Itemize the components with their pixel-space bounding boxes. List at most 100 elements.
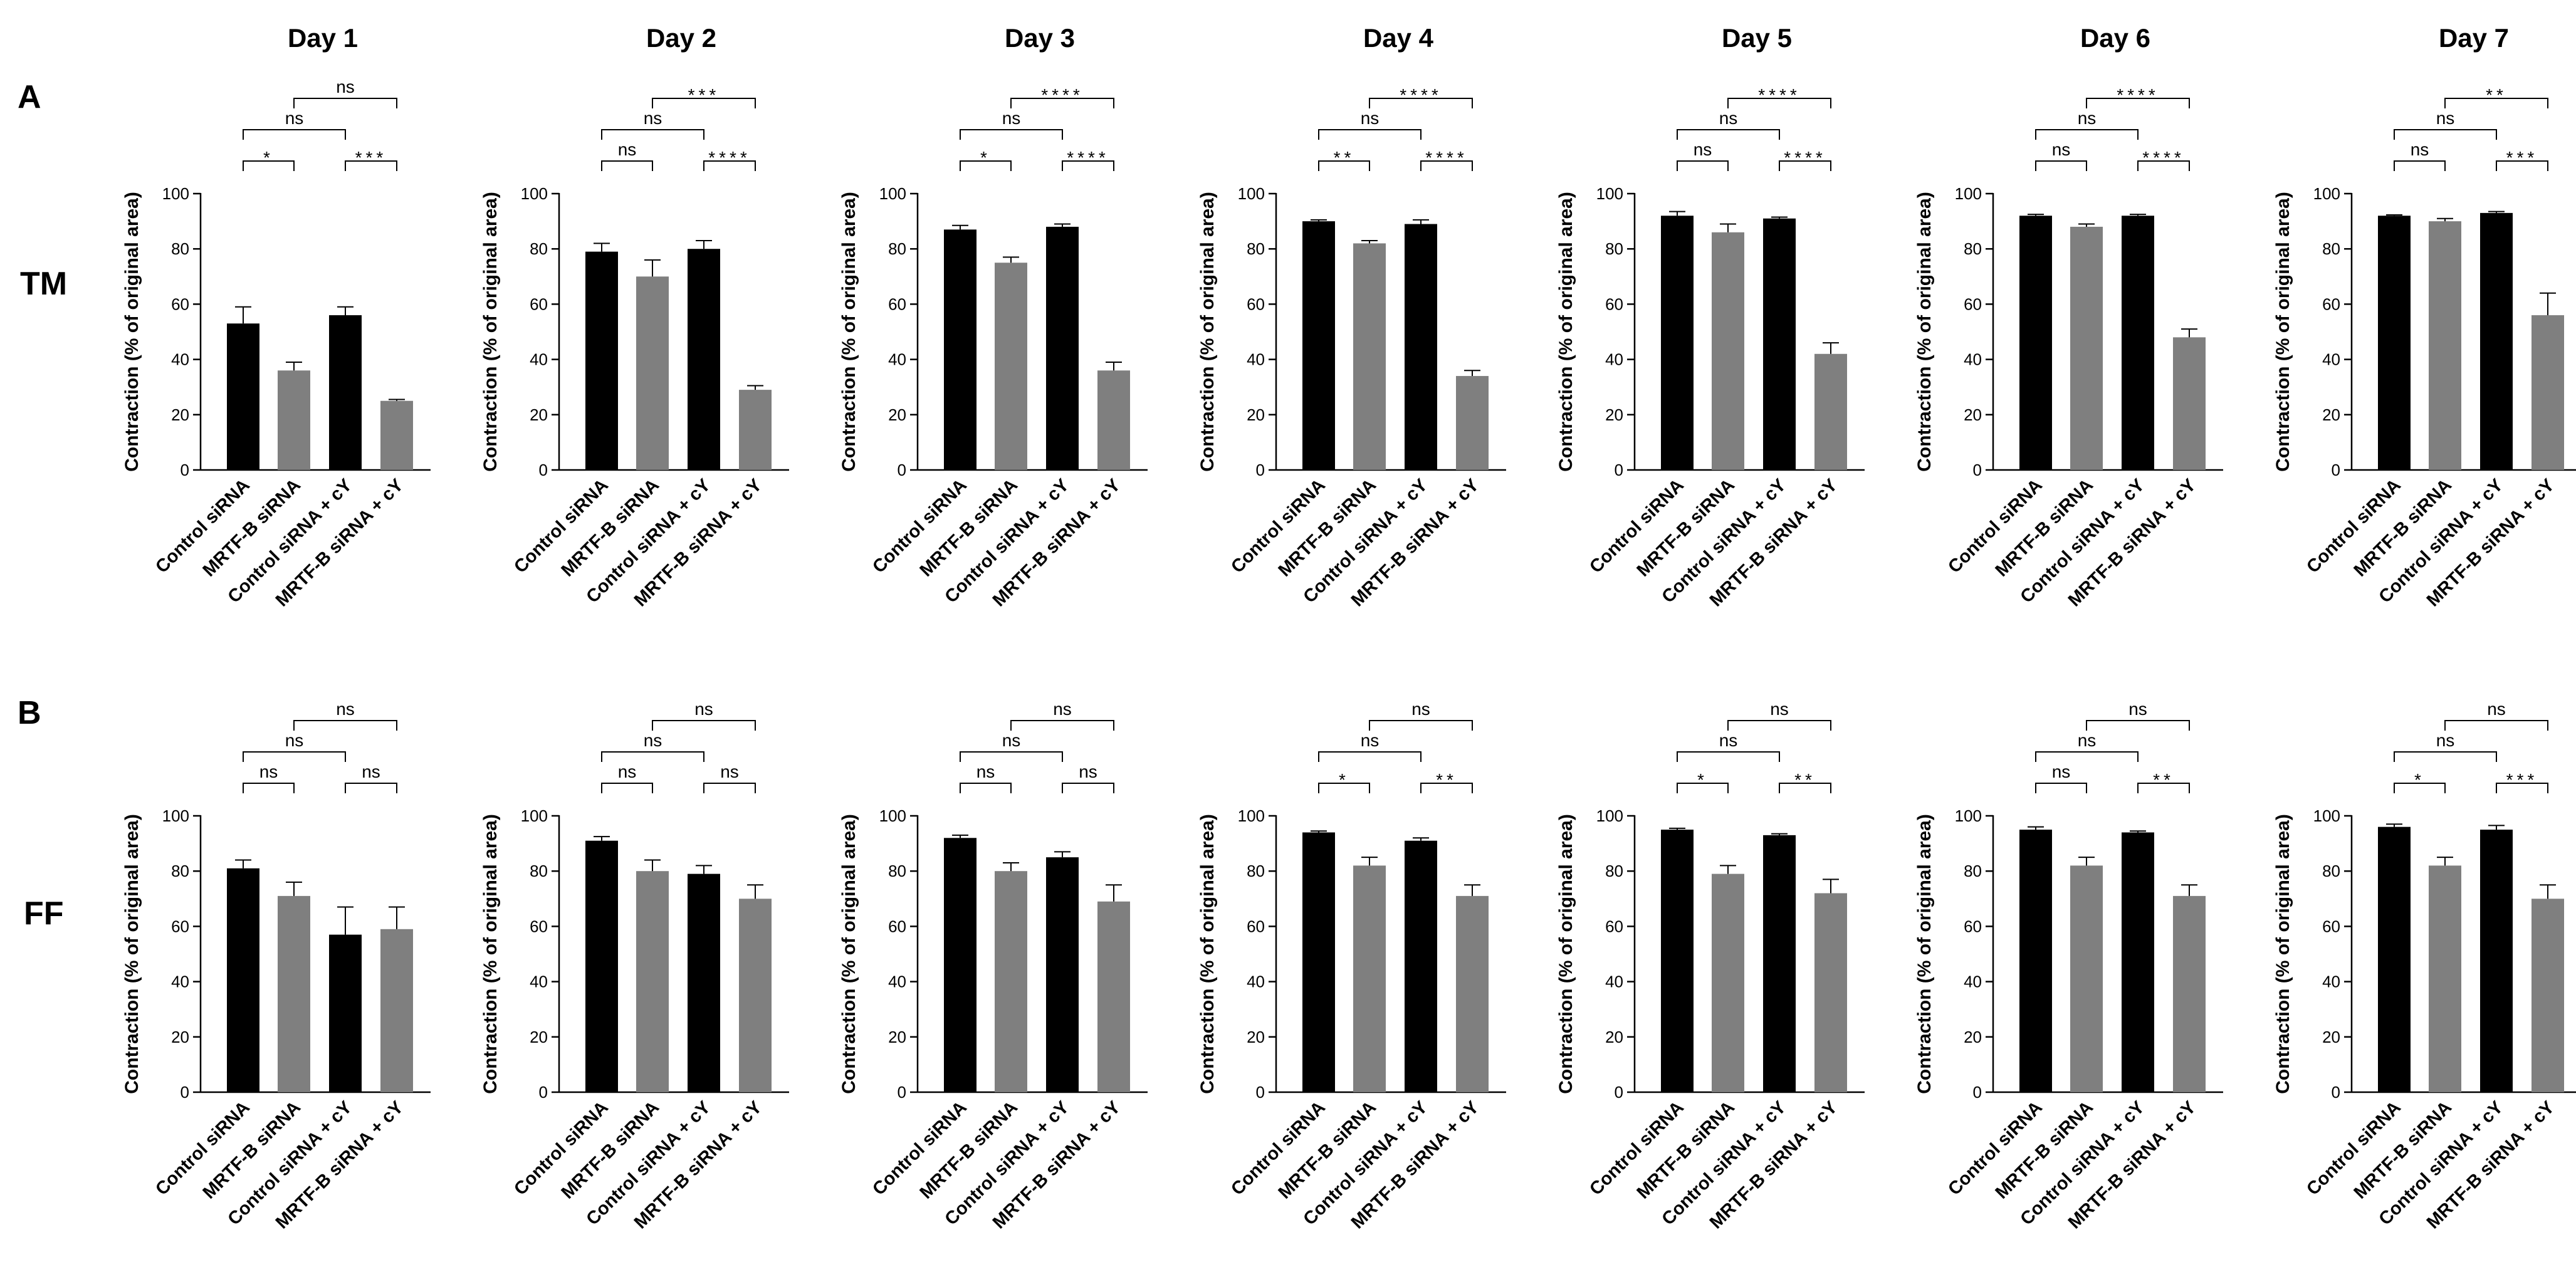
- bar: [1712, 232, 1744, 470]
- bar: [2173, 895, 2206, 1092]
- y-tick-label: 100: [162, 806, 189, 825]
- sig-bracket: [703, 160, 756, 171]
- y-tick-label: 80: [530, 239, 548, 258]
- y-tick-label: 0: [539, 1083, 548, 1102]
- sig-bracket: [2496, 160, 2548, 171]
- sig-bracket: [2035, 783, 2087, 793]
- y-tick-label: 40: [171, 972, 189, 991]
- sig-bracket: [293, 98, 397, 108]
- sig-bracket: [2086, 98, 2190, 108]
- sig-label: ns: [1719, 731, 1738, 750]
- sig-label: ns: [1770, 699, 1789, 719]
- y-tick-label: 40: [530, 972, 548, 991]
- sig-label: ns: [644, 108, 662, 128]
- y-tick-label: 60: [888, 295, 906, 313]
- sig-label: ns: [1361, 108, 1380, 128]
- sig-label: ***: [688, 85, 720, 105]
- sig-label: ns: [2436, 108, 2455, 128]
- day-title: Day 3: [1005, 23, 1075, 53]
- x-category-label: Control siRNA: [1227, 475, 1329, 577]
- y-tick-label: 0: [898, 461, 906, 479]
- sig-label: ***: [2506, 148, 2538, 167]
- panel-labels: A TM B FF: [18, 79, 67, 932]
- y-tick-label: 80: [530, 862, 548, 880]
- sig-bracket: [960, 129, 1063, 140]
- sig-label: ns: [644, 731, 662, 750]
- bar: [1661, 830, 1694, 1092]
- sig-bracket: [2444, 98, 2548, 108]
- y-tick-label: 0: [2332, 461, 2340, 479]
- sig-label: ns: [618, 762, 637, 781]
- sig-label: ns: [2078, 731, 2097, 750]
- y-tick-label: 0: [1256, 461, 1265, 479]
- bar: [2531, 315, 2564, 470]
- sig-label: ns: [1002, 731, 1021, 750]
- sig-bracket: [1677, 129, 1780, 140]
- sig-label: ****: [1041, 85, 1084, 105]
- y-tick-label: 80: [2322, 239, 2340, 258]
- y-tick-label: 80: [1605, 239, 1623, 258]
- sig-label: ns: [2436, 731, 2455, 750]
- bar: [2480, 830, 2513, 1092]
- sig-bracket: [2394, 160, 2446, 171]
- bar: [1814, 893, 1847, 1092]
- sig-label: *: [263, 148, 274, 167]
- charts: 0 20 40 60 80 100 Contraction (% of original a…: [122, 77, 2576, 1233]
- sig-label: ***: [2506, 770, 2538, 790]
- sig-bracket: [1369, 720, 1473, 731]
- day-title: Day 6: [2080, 23, 2150, 53]
- sig-bracket: [1677, 751, 1780, 762]
- y-tick-label: 40: [1605, 350, 1623, 369]
- y-tick-label: 80: [1964, 239, 1982, 258]
- sig-label: ns: [720, 762, 739, 781]
- sig-bracket: [2035, 160, 2087, 171]
- bar: [1097, 901, 1130, 1092]
- x-category-label: Control siRNA: [1586, 475, 1688, 577]
- y-axis-label: Contraction (% of original area): [1556, 192, 1576, 472]
- sig-label: **: [2486, 85, 2507, 105]
- y-tick-label: 60: [171, 917, 189, 936]
- y-tick-label: 60: [888, 917, 906, 936]
- y-tick-label: 20: [2322, 1028, 2340, 1046]
- bar: [329, 934, 362, 1092]
- x-category-label: Control siRNA: [869, 1097, 971, 1199]
- y-tick-label: 60: [1605, 917, 1623, 936]
- y-tick-label: 0: [1615, 461, 1623, 479]
- y-tick-label: 0: [898, 1083, 906, 1102]
- y-tick-label: 60: [1964, 917, 1982, 936]
- chart-panel-ff-5: 0 20 40 60 80 100 Contraction (% of original a…: [1556, 699, 1865, 1233]
- panel-letter-a: A: [18, 79, 41, 115]
- sig-bracket: [1010, 720, 1114, 731]
- sig-label: ns: [1411, 699, 1430, 719]
- y-tick-label: 20: [1964, 1028, 1982, 1046]
- day-title: Day 5: [1722, 23, 1792, 53]
- y-tick-label: 60: [1247, 295, 1265, 313]
- sig-label: **: [1436, 770, 1457, 790]
- chart-panel-tm-1: 0 20 40 60 80 100 Contraction (% of original a…: [122, 77, 431, 610]
- y-tick-label: 80: [1964, 862, 1982, 880]
- x-category-label: Control siRNA: [152, 1097, 254, 1199]
- y-tick-label: 60: [2322, 295, 2340, 313]
- bar: [2173, 337, 2206, 470]
- chart-panel-tm-6: 0 20 40 60 80 100 Contraction (% of original a…: [1914, 85, 2223, 610]
- sig-bracket: [2496, 783, 2548, 793]
- bar: [1814, 353, 1847, 470]
- y-tick-label: 100: [2313, 184, 2340, 203]
- day-titles: Day 1 Day 2 Day 3 Day 4 Day 5 Day 6 Day 7: [288, 23, 2509, 53]
- sig-bracket: [2035, 129, 2139, 140]
- sig-label: ns: [1079, 762, 1097, 781]
- bar: [1097, 370, 1130, 470]
- y-tick-label: 80: [1247, 239, 1265, 258]
- bar: [1046, 857, 1079, 1092]
- sig-label: *: [2414, 770, 2425, 790]
- y-tick-label: 20: [1605, 1028, 1623, 1046]
- chart-panel-tm-4: 0 20 40 60 80 100 Contraction (% of original a…: [1197, 85, 1506, 610]
- sig-bracket: [1779, 160, 1831, 171]
- y-tick-label: 80: [1247, 862, 1265, 880]
- sig-label: ns: [1053, 699, 1072, 719]
- y-tick-label: 20: [171, 405, 189, 424]
- sig-label: ****: [1758, 85, 1801, 105]
- y-tick-label: 40: [171, 350, 189, 369]
- sig-bracket: [703, 783, 756, 793]
- sig-label: ns: [2052, 140, 2071, 159]
